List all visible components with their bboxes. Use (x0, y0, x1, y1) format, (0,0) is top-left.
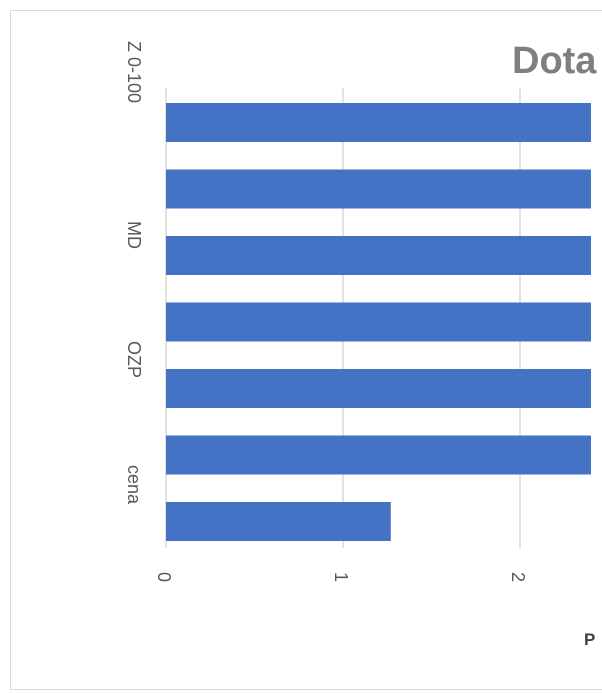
chart-title: Dota (512, 40, 597, 82)
x-tick-label: 0 (154, 572, 174, 582)
bar (166, 302, 591, 342)
category-labels: Z 0-100 MD OZP cena (124, 41, 144, 505)
bar (166, 369, 591, 408)
x-axis-title: P (584, 630, 596, 649)
bar (166, 169, 591, 209)
bar (166, 236, 591, 275)
bar (166, 103, 591, 142)
category-label: OZP (124, 341, 144, 378)
category-label: MD (124, 221, 144, 249)
category-label: Z 0-100 (124, 41, 144, 103)
bar (166, 435, 591, 475)
x-axis-ticks: 0 1 2 (154, 572, 528, 582)
bars (166, 103, 591, 541)
bar (166, 502, 391, 541)
x-tick-label: 1 (331, 572, 351, 582)
x-tick-label: 2 (508, 572, 528, 582)
category-label: cena (124, 465, 144, 505)
